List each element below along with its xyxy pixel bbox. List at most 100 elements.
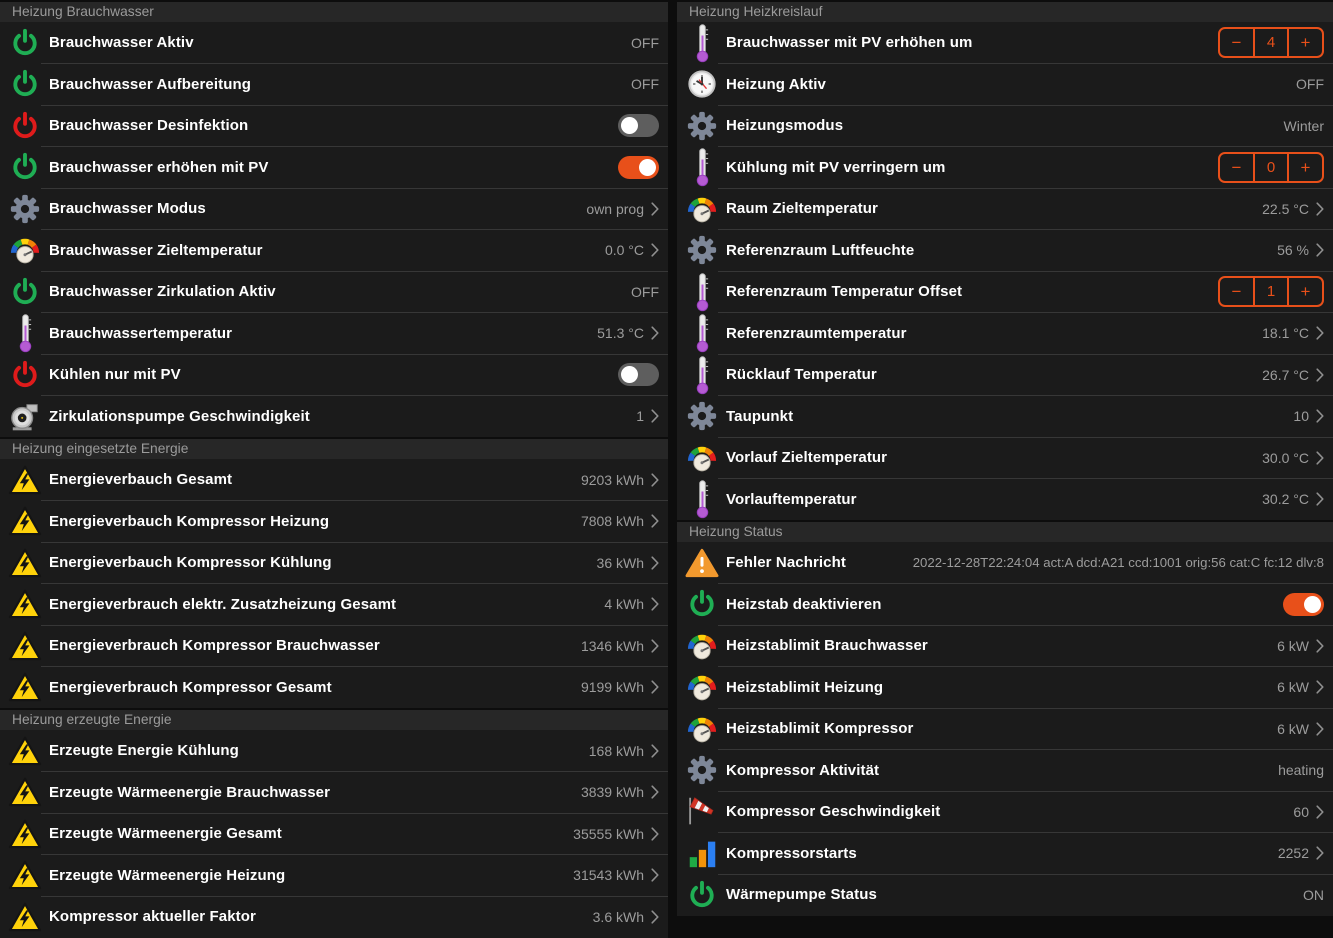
row-label-brauchwasser-aufbereitung: Brauchwasser Aufbereitung <box>49 75 251 93</box>
row-erzeugte-warmeenergie-gesamt[interactable]: Erzeugte Wärmeenergie Gesamt 35555 kWh <box>0 812 668 855</box>
power-off-icon <box>7 354 43 395</box>
row-value-raum-zieltemperatur: 22.5 °C <box>1262 200 1309 217</box>
kuhlung-mit-pv-verringern-um-decrement-button[interactable]: − <box>1220 154 1253 181</box>
row-brauchwasser-modus[interactable]: Brauchwasser Modus own prog <box>0 187 668 230</box>
row-value-brauchwassertemperatur: 51.3 °C <box>597 325 644 342</box>
row-energieverbrauch-kompressor-brauchwasser[interactable]: Energieverbrauch Kompressor Brauchwasser… <box>0 624 668 667</box>
row-label-energieverbrauch-elektr-zusatzheizung-gesamt: Energieverbrauch elektr. Zusatzheizung G… <box>49 595 397 613</box>
chevron-right-icon <box>651 514 659 528</box>
section-header-heizung-heizkreislauf: Heizung Heizkreislauf <box>677 2 1333 22</box>
row-value-brauchwasser-aufbereitung: OFF <box>631 76 659 93</box>
row-vorlauftemperatur[interactable]: Vorlauftemperatur 30.2 °C <box>677 478 1333 521</box>
chevron-right-icon <box>651 680 659 694</box>
row-label-erzeugte-energie-kuhlung: Erzeugte Energie Kühlung <box>49 742 239 760</box>
chevron-right-icon <box>651 409 659 423</box>
row-kompressor-aktueller-faktor[interactable]: Kompressor aktueller Faktor 3.6 kWh <box>0 895 668 938</box>
referenzraum-temperatur-offset-decrement-button[interactable]: − <box>1220 278 1253 305</box>
kuhlung-mit-pv-verringern-um-increment-button[interactable]: + <box>1289 154 1322 181</box>
chevron-right-icon <box>1316 680 1324 694</box>
row-energieverbauch-gesamt[interactable]: Energieverbauch Gesamt 9203 kWh <box>0 459 668 501</box>
row-heizstablimit-brauchwasser[interactable]: Heizstablimit Brauchwasser 6 kW <box>677 624 1333 667</box>
row-label-heizung-aktiv: Heizung Aktiv <box>726 75 826 93</box>
row-vorlauf-zieltemperatur[interactable]: Vorlauf Zieltemperatur 30.0 °C <box>677 436 1333 479</box>
right-column: Heizung Heizkreislauf Brauchwasser mit PV… <box>677 0 1333 919</box>
row-energieverbauch-kompressor-heizung[interactable]: Energieverbauch Kompressor Heizung 7808 k… <box>0 500 668 543</box>
row-brauchwassertemperatur[interactable]: Brauchwassertemperatur 51.3 °C <box>0 312 668 355</box>
gear-icon <box>684 105 720 146</box>
row-energieverbrauch-kompressor-gesamt[interactable]: Energieverbrauch Kompressor Gesamt 9199 k… <box>0 666 668 709</box>
thermometer-icon <box>684 479 720 520</box>
chevron-right-icon <box>651 827 659 841</box>
row-zirkulationspumpe-geschwindigkeit[interactable]: Zirkulationspumpe Geschwindigkeit 1 <box>0 395 668 438</box>
row-label-brauchwasser-erhohen-mit-pv: Brauchwasser erhöhen mit PV <box>49 158 269 176</box>
row-energieverbauch-kompressor-kuhlung[interactable]: Energieverbauch Kompressor Kühlung 36 kWh <box>0 541 668 584</box>
pump-icon <box>7 396 43 437</box>
row-rucklauf-temperatur[interactable]: Rücklauf Temperatur 26.7 °C <box>677 353 1333 396</box>
thermometer-icon <box>684 22 720 63</box>
row-referenzraum-luftfeuchte[interactable]: Referenzraum Luftfeuchte 56 % <box>677 229 1333 272</box>
row-erzeugte-warmeenergie-heizung[interactable]: Erzeugte Wärmeenergie Heizung 31543 kWh <box>0 854 668 897</box>
heizstab-deaktivieren-toggle[interactable] <box>1283 592 1324 616</box>
row-label-kompressor-aktueller-faktor: Kompressor aktueller Faktor <box>49 908 256 926</box>
brauchwasser-erhohen-mit-pv-toggle[interactable] <box>618 155 659 179</box>
row-label-energieverbrauch-kompressor-gesamt: Energieverbrauch Kompressor Gesamt <box>49 678 332 696</box>
brauchwasser-desinfektion-toggle[interactable] <box>618 114 659 138</box>
row-erzeugte-warmeenergie-brauchwasser[interactable]: Erzeugte Wärmeenergie Brauchwasser 3839 k… <box>0 771 668 814</box>
row-value-referenzraum-luftfeuchte: 56 % <box>1277 242 1309 259</box>
row-energieverbrauch-elektr-zusatzheizung-gesamt[interactable]: Energieverbrauch elektr. Zusatzheizung G… <box>0 583 668 626</box>
row-kompressor-geschwindigkeit[interactable]: Kompressor Geschwindigkeit 60 <box>677 790 1333 833</box>
row-label-rucklauf-temperatur: Rücklauf Temperatur <box>726 366 877 384</box>
thermometer-icon <box>7 313 43 354</box>
chevron-right-icon <box>1316 409 1324 423</box>
chevron-right-icon <box>651 202 659 216</box>
kuhlen-nur-mit-pv-toggle[interactable] <box>618 363 659 387</box>
thermometer-icon <box>684 147 720 188</box>
brauchwasser-mit-pv-erhohen-um-decrement-button[interactable]: − <box>1220 29 1253 56</box>
row-heizung-aktiv: Heizung Aktiv OFF <box>677 63 1333 106</box>
section-header-heizung-status: Heizung Status <box>677 522 1333 542</box>
section-header-heizung-eingesetzte-energie: Heizung eingesetzte Energie <box>0 439 668 459</box>
kuhlung-mit-pv-verringern-um-stepper-value: 0 <box>1253 153 1289 181</box>
thermometer-icon <box>684 313 720 354</box>
row-heizstablimit-kompressor[interactable]: Heizstablimit Kompressor 6 kW <box>677 707 1333 750</box>
chevron-right-icon <box>1316 492 1324 506</box>
row-taupunkt[interactable]: Taupunkt 10 <box>677 395 1333 438</box>
row-value-erzeugte-warmeenergie-heizung: 31543 kWh <box>573 867 644 884</box>
row-value-heizstablimit-heizung: 6 kW <box>1277 679 1309 696</box>
row-label-fehler-nachricht: Fehler Nachricht <box>726 554 846 572</box>
power-on-icon <box>684 874 720 915</box>
gear-icon <box>684 230 720 271</box>
row-brauchwasser-erhohen-mit-pv: Brauchwasser erhöhen mit PV <box>0 146 668 189</box>
chevron-right-icon <box>651 785 659 799</box>
temperature-gauge-icon <box>684 437 720 478</box>
row-referenzraumtemperatur[interactable]: Referenzraumtemperatur 18.1 °C <box>677 312 1333 355</box>
row-kompressorstarts[interactable]: Kompressorstarts 2252 <box>677 832 1333 875</box>
row-erzeugte-energie-kuhlung[interactable]: Erzeugte Energie Kühlung 168 kWh <box>0 730 668 772</box>
chevron-right-icon <box>651 556 659 570</box>
gear-icon <box>684 750 720 791</box>
energy-warning-icon <box>7 813 43 854</box>
kuhlung-mit-pv-verringern-um-stepper: −0 + <box>1218 151 1324 183</box>
row-label-vorlauftemperatur: Vorlauftemperatur <box>726 490 857 508</box>
row-value-erzeugte-warmeenergie-brauchwasser: 3839 kWh <box>580 784 644 801</box>
row-label-brauchwasser-zieltemperatur: Brauchwasser Zieltemperatur <box>49 241 263 259</box>
energy-warning-icon <box>7 730 43 771</box>
row-raum-zieltemperatur[interactable]: Raum Zieltemperatur 22.5 °C <box>677 187 1333 230</box>
row-label-raum-zieltemperatur: Raum Zieltemperatur <box>726 200 878 218</box>
row-kuhlen-nur-mit-pv: Kühlen nur mit PV <box>0 353 668 396</box>
row-brauchwasser-desinfektion: Brauchwasser Desinfektion <box>0 104 668 147</box>
row-brauchwasser-zieltemperatur[interactable]: Brauchwasser Zieltemperatur 0.0 °C <box>0 229 668 272</box>
row-label-heizstab-deaktivieren: Heizstab deaktivieren <box>726 595 882 613</box>
toggle-knob <box>621 117 638 135</box>
row-brauchwasser-aufbereitung: Brauchwasser Aufbereitung OFF <box>0 63 668 106</box>
referenzraum-temperatur-offset-increment-button[interactable]: + <box>1289 278 1322 305</box>
row-value-energieverbauch-gesamt: 9203 kWh <box>580 471 644 488</box>
row-label-erzeugte-warmeenergie-brauchwasser: Erzeugte Wärmeenergie Brauchwasser <box>49 783 331 801</box>
chevron-right-icon <box>651 639 659 653</box>
row-heizstablimit-heizung[interactable]: Heizstablimit Heizung 6 kW <box>677 666 1333 709</box>
row-label-kompressor-aktivitat: Kompressor Aktivität <box>726 761 880 779</box>
brauchwasser-mit-pv-erhohen-um-increment-button[interactable]: + <box>1289 29 1322 56</box>
row-label-brauchwassertemperatur: Brauchwassertemperatur <box>49 324 233 342</box>
row-label-vorlauf-zieltemperatur: Vorlauf Zieltemperatur <box>726 449 888 467</box>
